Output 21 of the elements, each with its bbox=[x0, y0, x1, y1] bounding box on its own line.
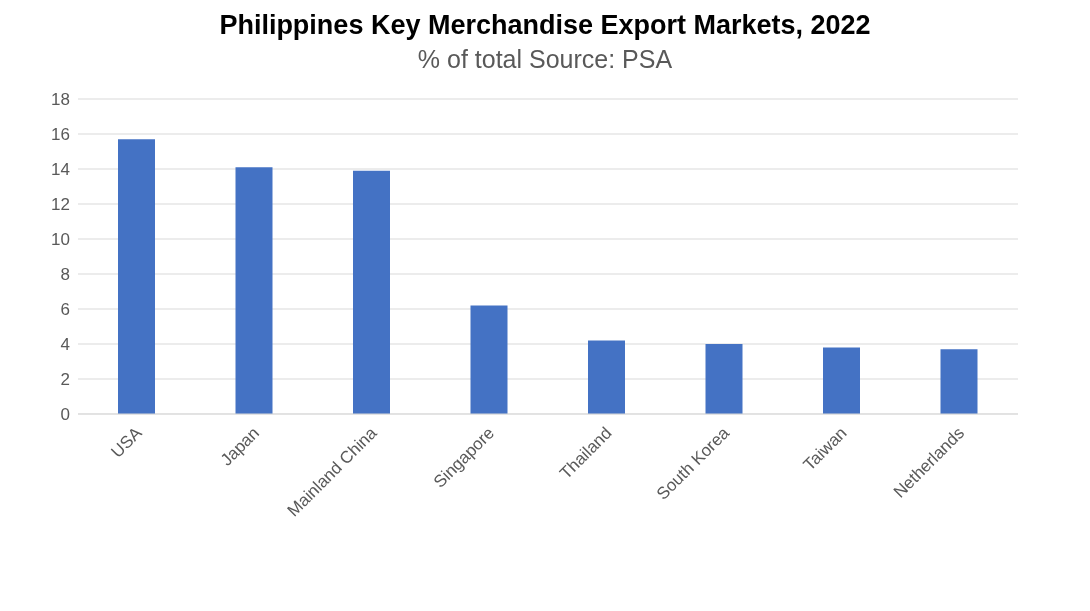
y-tick-label: 8 bbox=[60, 265, 70, 285]
y-tick-label: 4 bbox=[60, 335, 70, 355]
chart-title: Philippines Key Merchandise Export Markets, 2022 bbox=[218, 10, 872, 41]
chart-subtitle: % of total Source: PSA bbox=[416, 45, 674, 74]
bar bbox=[588, 340, 625, 414]
bar bbox=[235, 167, 273, 414]
bar bbox=[118, 139, 155, 414]
y-tick-label: 18 bbox=[51, 90, 70, 110]
y-tick-label: 6 bbox=[60, 300, 70, 320]
bar bbox=[353, 170, 390, 414]
bar bbox=[705, 344, 743, 414]
y-tick-label: 2 bbox=[60, 370, 70, 390]
y-tick-label: 16 bbox=[51, 125, 70, 145]
x-tick-label: USA bbox=[107, 422, 147, 462]
bar bbox=[470, 305, 508, 414]
y-tick-label: 0 bbox=[60, 405, 70, 425]
y-tick-label: 10 bbox=[51, 230, 70, 250]
y-tick-label: 12 bbox=[51, 195, 70, 215]
bar bbox=[940, 349, 978, 414]
y-tick-label: 14 bbox=[51, 160, 70, 180]
bar bbox=[823, 347, 860, 414]
